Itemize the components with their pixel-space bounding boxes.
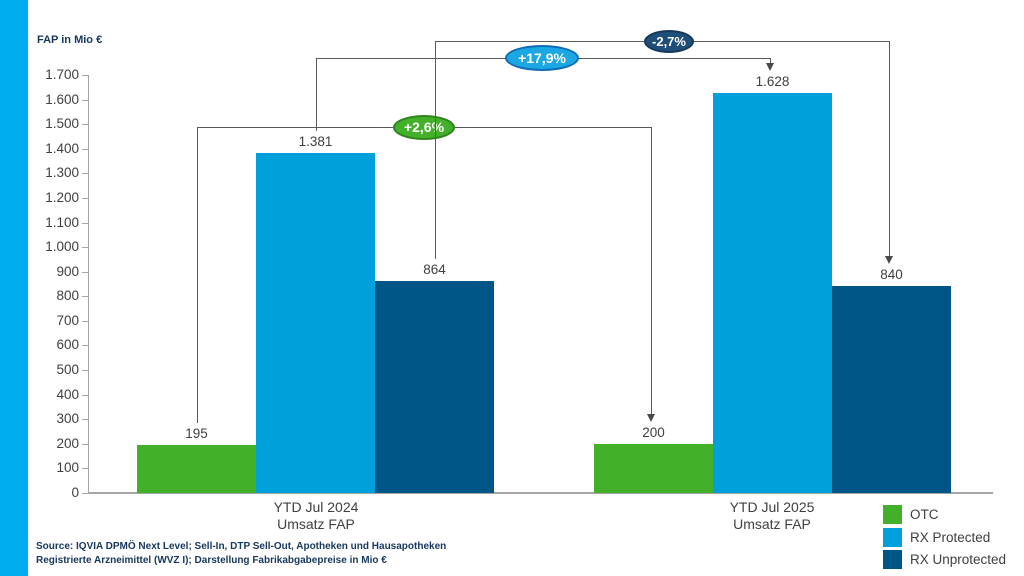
change-badge-otc: +2,6% bbox=[393, 114, 455, 140]
y-axis-tick-label: 800 bbox=[56, 288, 79, 303]
y-axis-tick-label: 1.600 bbox=[45, 92, 79, 107]
y-axis-tick-label: 1.500 bbox=[45, 116, 79, 131]
connector-start-line bbox=[196, 127, 198, 423]
source-note: Source: IQVIA DPMÖ Next Level; Sell-In, … bbox=[36, 540, 446, 568]
legend-item-rx-unprotected: RX Unprotected bbox=[883, 550, 1006, 569]
y-axis-tick bbox=[82, 149, 88, 150]
bar-value-label: 840 bbox=[880, 267, 903, 282]
bar-otc-2024 bbox=[137, 445, 256, 493]
legend-swatch bbox=[883, 527, 902, 547]
change-badge-rx-unprotected: -2,7% bbox=[644, 29, 694, 53]
y-axis-tick bbox=[82, 198, 88, 199]
legend-item-rx-protected: RX Protected bbox=[883, 527, 1006, 547]
bar-rx-protected-2025 bbox=[713, 93, 832, 493]
bar-otc-2025 bbox=[594, 444, 713, 493]
legend-item-otc: OTC bbox=[883, 505, 1006, 524]
y-axis-tick bbox=[82, 370, 88, 371]
bar-rx-protected-2024 bbox=[256, 153, 375, 493]
y-axis-tick-label: 0 bbox=[71, 485, 79, 500]
y-axis-tick-label: 500 bbox=[56, 362, 79, 377]
y-axis-tick bbox=[82, 444, 88, 445]
legend-swatch bbox=[883, 550, 902, 569]
y-axis-tick-label: 900 bbox=[56, 264, 79, 279]
connector-arrow-icon bbox=[647, 414, 655, 422]
bar-value-label: 195 bbox=[185, 426, 208, 441]
y-axis-tick-label: 1.000 bbox=[45, 239, 79, 254]
left-accent-bar bbox=[0, 0, 28, 576]
y-axis-line bbox=[88, 75, 89, 493]
connector-end-line bbox=[889, 41, 890, 256]
source-line-1: Source: IQVIA DPMÖ Next Level; Sell-In, … bbox=[36, 541, 447, 552]
connector-start-line bbox=[315, 58, 317, 131]
bar-value-label: 1.628 bbox=[755, 74, 790, 89]
category-line-2: Umsatz FAP bbox=[733, 516, 811, 532]
y-axis-tick bbox=[82, 468, 88, 469]
y-axis-tick-label: 1.700 bbox=[45, 67, 79, 82]
x-axis-category-label: YTD Jul 2024 Umsatz FAP bbox=[206, 499, 426, 533]
y-axis-tick-label: 1.200 bbox=[45, 190, 79, 205]
source-line-2: Registrierte Arzneimittel (WVZ I); Darst… bbox=[36, 555, 387, 566]
bar-rx-unprotected-2025 bbox=[832, 286, 951, 493]
connector-arrow-icon bbox=[885, 256, 893, 264]
connector-end-line bbox=[651, 127, 652, 414]
y-axis-tick bbox=[82, 100, 88, 101]
y-axis-tick bbox=[82, 419, 88, 420]
y-axis-tick-label: 400 bbox=[56, 387, 79, 402]
bar-value-label: 864 bbox=[423, 262, 446, 277]
bar-value-label: 1.381 bbox=[298, 134, 333, 149]
axis-unit-label: FAP in Mio € bbox=[37, 34, 103, 46]
x-axis-line bbox=[88, 492, 993, 494]
y-axis-tick-label: 200 bbox=[56, 436, 79, 451]
y-axis-tick bbox=[82, 247, 88, 248]
y-axis-tick-label: 1.300 bbox=[45, 165, 79, 180]
connector-arrow-icon bbox=[766, 63, 774, 71]
y-axis-tick-label: 1.400 bbox=[45, 141, 79, 156]
x-axis-category-label: YTD Jul 2025 Umsatz FAP bbox=[662, 499, 882, 533]
legend: OTC RX Protected RX Unprotected bbox=[883, 505, 1006, 573]
y-axis-tick bbox=[82, 272, 88, 273]
y-axis-tick-label: 700 bbox=[56, 313, 79, 328]
y-axis-tick bbox=[82, 296, 88, 297]
y-axis-tick-label: 300 bbox=[56, 411, 79, 426]
y-axis-tick bbox=[82, 321, 88, 322]
y-axis-tick bbox=[82, 124, 88, 125]
connector-start-line bbox=[434, 41, 436, 259]
connector-end-line bbox=[770, 58, 771, 63]
y-axis-tick bbox=[82, 493, 88, 494]
y-axis-tick-label: 600 bbox=[56, 337, 79, 352]
category-line-2: Umsatz FAP bbox=[277, 516, 355, 532]
legend-label: RX Protected bbox=[910, 529, 991, 545]
y-axis-tick bbox=[82, 223, 88, 224]
y-axis-tick bbox=[82, 395, 88, 396]
category-line-1: YTD Jul 2024 bbox=[273, 499, 359, 515]
y-axis-tick bbox=[82, 345, 88, 346]
y-axis-tick bbox=[82, 75, 88, 76]
y-axis-tick bbox=[82, 173, 88, 174]
category-line-1: YTD Jul 2025 bbox=[729, 499, 815, 515]
legend-swatch bbox=[883, 505, 902, 524]
y-axis-tick-label: 100 bbox=[56, 460, 79, 475]
y-axis-tick-label: 1.100 bbox=[45, 215, 79, 230]
bar-rx-unprotected-2024 bbox=[375, 281, 494, 493]
legend-label: OTC bbox=[910, 507, 939, 522]
legend-label: RX Unprotected bbox=[910, 552, 1007, 567]
change-badge-rx-protected: +17,9% bbox=[505, 45, 579, 71]
bar-value-label: 200 bbox=[642, 425, 665, 440]
